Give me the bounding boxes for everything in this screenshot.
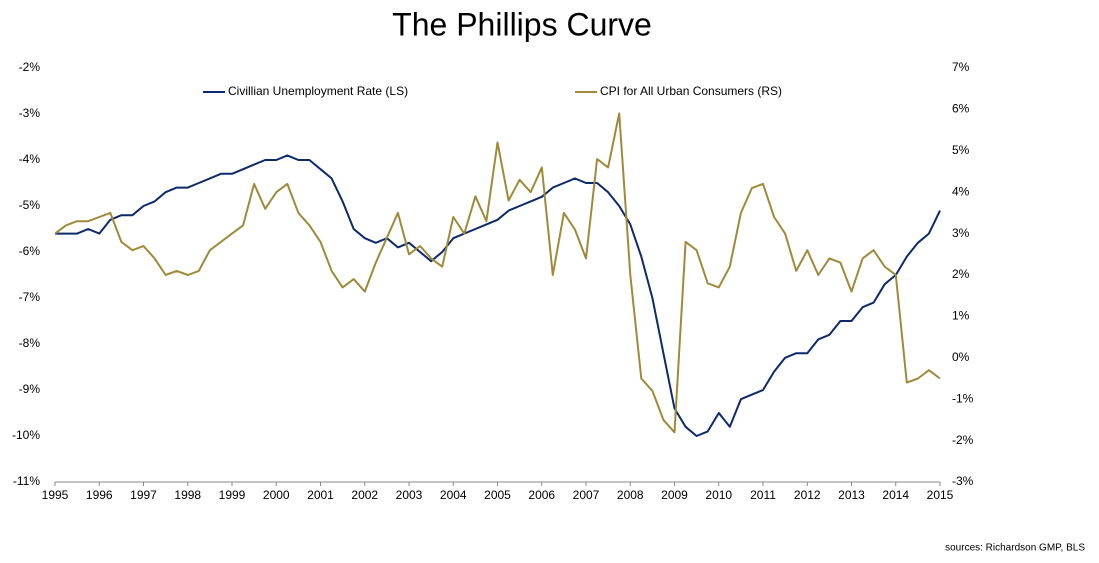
y-tick-label: -7% [19,290,41,304]
y-tick-label: -11% [13,474,40,488]
x-tick-label: 2003 [396,488,423,502]
x-tick-label: 2001 [307,488,334,502]
y-tick-label: -5% [19,198,41,212]
x-tick-label: 1998 [174,488,201,502]
y2-tick-label: 3% [952,226,970,240]
chart-title: The Phillips Curve [392,6,652,42]
y-tick-label: -9% [19,382,41,396]
x-tick-label: 2015 [927,488,954,502]
x-tick-label: 2006 [528,488,555,502]
x-tick-label: 2011 [750,488,776,502]
legend-label: Civillian Unemployment Rate (LS) [228,84,408,98]
x-tick-label: 2009 [661,488,688,502]
x-tick-label: 1999 [219,488,246,502]
y-tick-label: -4% [19,152,41,166]
x-tick-label: 2002 [351,488,378,502]
y2-tick-label: -2% [952,433,974,447]
x-tick-label: 1995 [42,488,69,502]
y2-tick-label: 0% [952,350,970,364]
series-line [54,112,941,434]
y2-tick-label: 7% [952,60,970,74]
x-tick-label: 2008 [617,488,644,502]
x-tick-label: 2007 [573,488,600,502]
y2-tick-label: 5% [952,143,970,157]
y-tick-label: -3% [19,106,41,120]
y2-tick-label: 2% [952,267,970,281]
y2-tick-label: 4% [952,184,970,198]
x-tick-label: 2013 [838,488,865,502]
x-tick-label: 2010 [705,488,732,502]
x-tick-label: 2000 [263,488,290,502]
x-tick-label: 2014 [882,488,909,502]
x-tick-label: 2005 [484,488,511,502]
y2-tick-label: 1% [952,309,970,323]
y-tick-label: -10% [12,428,40,442]
y2-tick-label: -1% [952,391,974,405]
x-tick-label: 1997 [130,488,157,502]
x-tick-label: 2004 [440,488,467,502]
legend-label: CPI for All Urban Consumers (RS) [600,84,782,98]
y-tick-label: -2% [19,60,41,74]
y2-tick-label: 6% [952,102,970,116]
y-tick-label: -8% [19,336,41,350]
source-note: sources: Richardson GMP, BLS [945,543,1085,554]
x-tick-label: 2012 [794,488,821,502]
y-tick-label: -6% [19,244,41,258]
y2-tick-label: -3% [952,474,974,488]
x-tick-label: 1996 [86,488,113,502]
series-line [55,154,941,437]
